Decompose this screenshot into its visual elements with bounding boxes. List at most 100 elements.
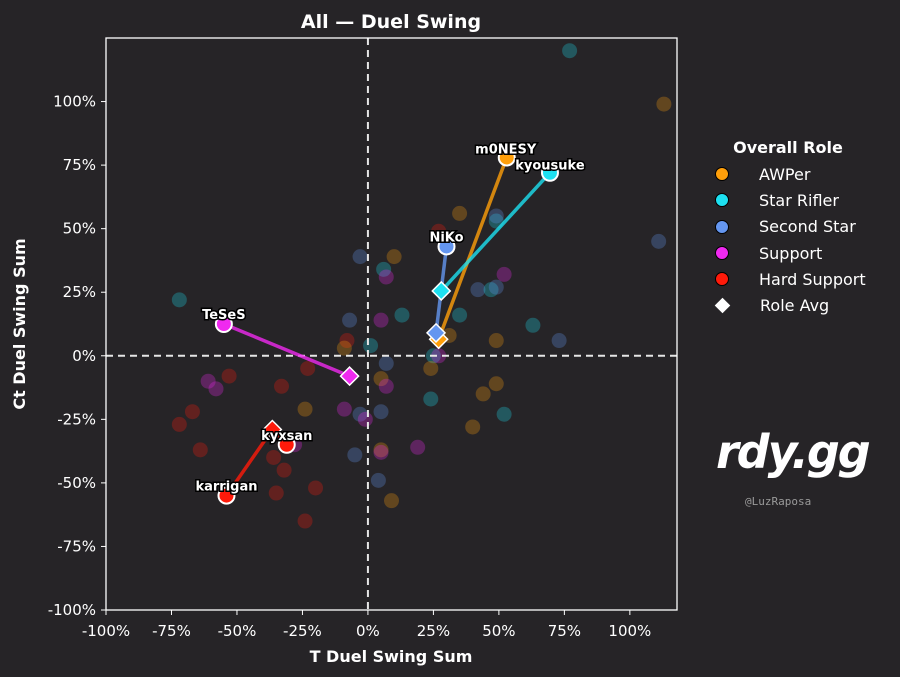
background-point [656,96,672,112]
background-point [373,444,389,460]
background-point [651,233,667,249]
legend-label: Support [759,243,823,263]
x-tick-label: -50% [218,622,257,640]
player-label: NiKo [429,230,463,245]
background-point [394,307,410,323]
x-tick-label: 25% [417,622,450,640]
player-label: m0NESY [475,142,537,157]
background-point [483,282,499,298]
x-axis-label: T Duel Swing Sum [310,647,473,666]
background-point [184,404,200,420]
background-point [378,355,394,371]
y-tick-label: -25% [57,410,96,428]
circle-marker-icon [715,272,729,287]
background-point [488,208,504,224]
background-point [488,279,504,295]
y-tick-label: 25% [63,283,96,301]
background-point [171,416,187,432]
player-point [497,148,516,167]
background-point [276,462,292,478]
background-point [562,43,578,59]
background-point [347,447,363,463]
background-point [431,348,447,364]
legend: Overall Role AWPer Star Rifler Second Star… [706,138,886,319]
y-tick-label: 75% [63,156,96,174]
legend-label: Second Star [759,217,856,237]
background-point [373,442,389,458]
player-label: kyxsan [261,429,312,444]
background-point [370,472,386,488]
legend-item: Role Avg [706,292,886,318]
background-point [475,386,491,402]
role-average-marker [425,322,447,343]
plot-area [106,38,677,610]
legend-item: Hard Support [706,266,886,292]
x-tick-label: -75% [152,622,191,640]
background-point [423,391,439,407]
y-tick-label: -75% [57,537,96,555]
background-point [208,381,224,397]
x-tick-label: 0% [356,622,380,640]
player-point [217,486,236,505]
x-tick-label: -100% [82,622,130,640]
rdy-gg-logo: rdy.gg [716,425,871,479]
player-label: karrigan [195,480,257,495]
background-point [410,439,426,455]
background-point [352,249,368,265]
background-point [268,485,284,501]
legend-title: Overall Role [733,138,843,157]
background-point [200,373,216,389]
background-point [470,282,486,298]
background-point [384,493,399,509]
background-point [496,406,512,422]
background-point [551,333,567,349]
background-point [525,317,541,333]
y-axis-ticks: -100% -75% -50% -25% 0% 25% 50% 75% 100% [48,93,106,619]
highlighted-points [214,148,559,505]
legend-label: Role Avg [760,296,830,316]
player-to-average-line [439,171,552,293]
y-tick-label: 50% [63,220,96,238]
background-point [373,312,389,328]
x-tick-label: 75% [548,622,581,640]
background-point [297,513,313,529]
background-point [373,404,389,420]
background-point [308,480,324,496]
background-point [297,401,313,417]
background-point [386,249,402,265]
x-tick-label: 50% [482,622,515,640]
chart-title: All — Duel Swing [301,11,481,33]
background-point [452,307,468,323]
player-labels: m0NESY kyousuke NiKo TeSeS kyxsan karrigan [194,141,586,496]
background-point [465,419,481,435]
background-point [488,333,504,349]
background-point [300,360,316,376]
legend-label: Star Rifler [759,190,839,210]
legend-item: AWPer [706,161,886,187]
x-tick-label: 100% [608,622,651,640]
background-point [378,269,394,285]
background-point [266,449,282,465]
background-point [336,340,352,356]
background-point [336,401,352,417]
background-point [423,360,439,376]
background-point [373,371,389,387]
background-point [496,266,512,282]
role-average-marker [262,419,283,440]
y-tick-label: 0% [72,347,96,365]
legend-label: Hard Support [759,269,866,289]
player-point [540,163,559,182]
background-point [273,378,289,394]
y-tick-label: -100% [48,601,96,619]
background-point [357,411,373,427]
background-point [342,312,358,328]
x-axis-ticks: -100% -75% -50% -25% 0% 25% 50% 75% 100% [82,610,651,640]
player-label: kyousuke [515,159,585,174]
background-point [488,376,504,392]
player-point [277,435,296,454]
author-handle: @LuzRaposa [745,495,812,508]
background-point [339,333,355,349]
player-to-average-line [225,428,274,497]
player-point [437,237,456,256]
